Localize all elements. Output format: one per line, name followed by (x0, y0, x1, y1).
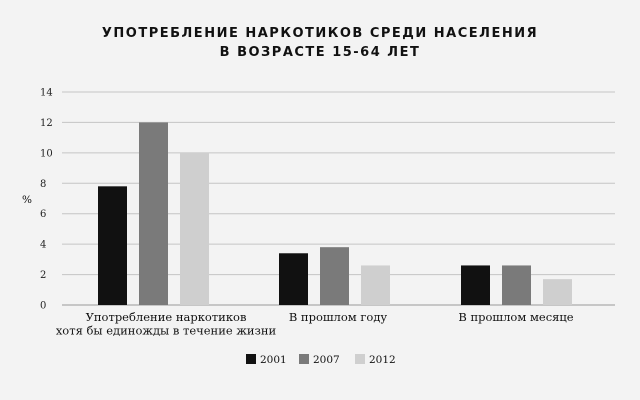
legend-swatch-2012 (355, 354, 365, 364)
y-tick-labels: 0 2 4 6 8 10 12 14 (40, 88, 53, 312)
legend-swatch-2007 (299, 354, 309, 364)
y-tick-label: 0 (40, 301, 46, 312)
bar-2012-2 (361, 265, 390, 305)
category-label: Употребление наркотиков (86, 310, 247, 324)
bar-2007-2 (320, 247, 349, 305)
bar-2001-1 (98, 186, 127, 305)
bar-2012-1 (180, 152, 209, 305)
y-tick-label: 12 (40, 118, 53, 129)
legend-swatch-2001 (246, 354, 256, 364)
bar-2007-1 (139, 122, 168, 305)
legend-label-2001: 2001 (260, 354, 287, 366)
y-tick-label: 2 (40, 270, 46, 281)
chart-title: УПОТРЕБЛЕНИЕ НАРКОТИКОВ СРЕДИ НАСЕЛЕНИЯ … (0, 24, 640, 62)
legend: 2001 2007 2012 (246, 354, 396, 366)
bar-2001-2 (279, 253, 308, 305)
category-label: хотя бы единожды в течение жизни (56, 324, 277, 338)
chart-title-line-1: УПОТРЕБЛЕНИЕ НАРКОТИКОВ СРЕДИ НАСЕЛЕНИЯ (101, 26, 539, 41)
legend-label-2012: 2012 (369, 354, 396, 366)
chart-title-line-2: В ВОЗРАСТЕ 15-64 ЛЕТ (219, 45, 421, 60)
y-tick-label: 4 (40, 240, 46, 251)
legend-label-2007: 2007 (313, 354, 340, 366)
y-axis-label: % (22, 194, 32, 206)
bar-2012-3 (543, 279, 572, 305)
bar-2001-3 (461, 265, 490, 305)
bar-2007-3 (502, 265, 531, 305)
y-tick-label: 8 (40, 179, 46, 190)
y-tick-label: 14 (40, 88, 53, 99)
y-tick-label: 10 (40, 148, 53, 159)
bars (98, 122, 572, 305)
category-label: В прошлом месяце (458, 310, 573, 324)
y-tick-label: 6 (40, 209, 46, 220)
category-label: В прошлом году (289, 310, 388, 324)
